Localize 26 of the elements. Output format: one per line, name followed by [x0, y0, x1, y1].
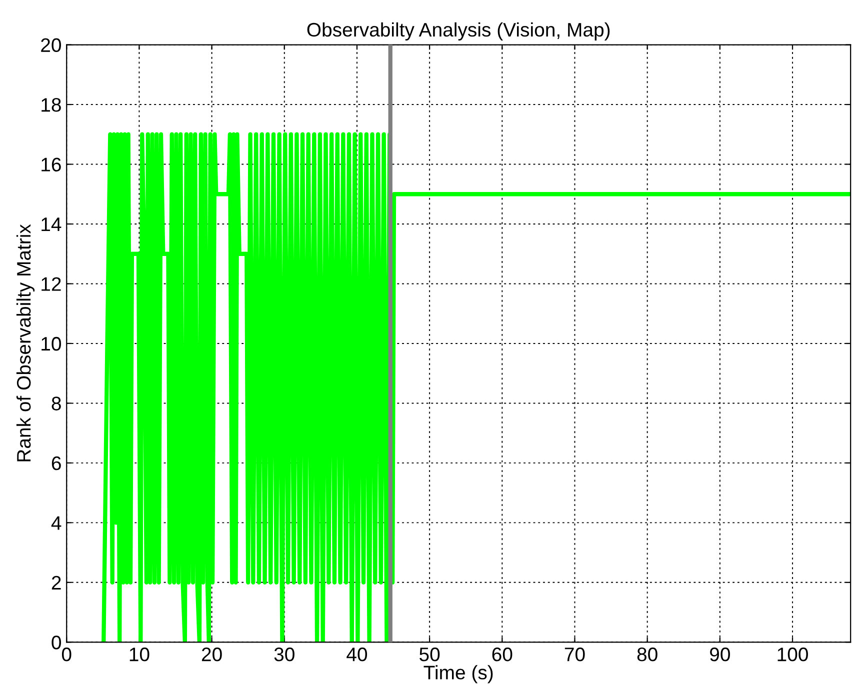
y-tick-label: 2	[52, 576, 61, 590]
y-tick-label: 12	[42, 277, 61, 291]
x-tick-label: 10	[130, 648, 150, 662]
x-tick-label: 20	[202, 648, 222, 662]
x-tick-label: 100	[778, 648, 808, 662]
x-tick-label: 30	[274, 648, 294, 662]
x-axis-title: Time (s)	[424, 665, 493, 684]
y-tick-label: 20	[41, 38, 61, 52]
y-tick-label: 10	[42, 336, 61, 351]
x-tick-label: 0	[62, 648, 72, 662]
x-tick-label: 60	[492, 648, 512, 662]
y-tick-label: 4	[51, 516, 62, 530]
y-tick-label: 0	[52, 636, 61, 650]
x-tick-label: 90	[710, 648, 730, 662]
y-tick-label: 8	[52, 396, 61, 410]
y-axis-title: Rank of Observabilty Matrix	[16, 224, 35, 462]
x-tick-label: 50	[420, 648, 440, 662]
line-series	[102, 132, 851, 642]
y-tick-label: 14	[42, 218, 62, 232]
x-tick-label: 80	[637, 648, 658, 662]
x-tick-label: 70	[564, 648, 585, 662]
y-tick-label: 18	[42, 98, 61, 112]
y-tick-label: 16	[42, 158, 61, 172]
y-tick-label: 6	[52, 456, 61, 470]
chart-title: Observabilty Analysis (Vision, Map)	[307, 22, 610, 40]
x-tick-label: 40	[346, 648, 368, 662]
